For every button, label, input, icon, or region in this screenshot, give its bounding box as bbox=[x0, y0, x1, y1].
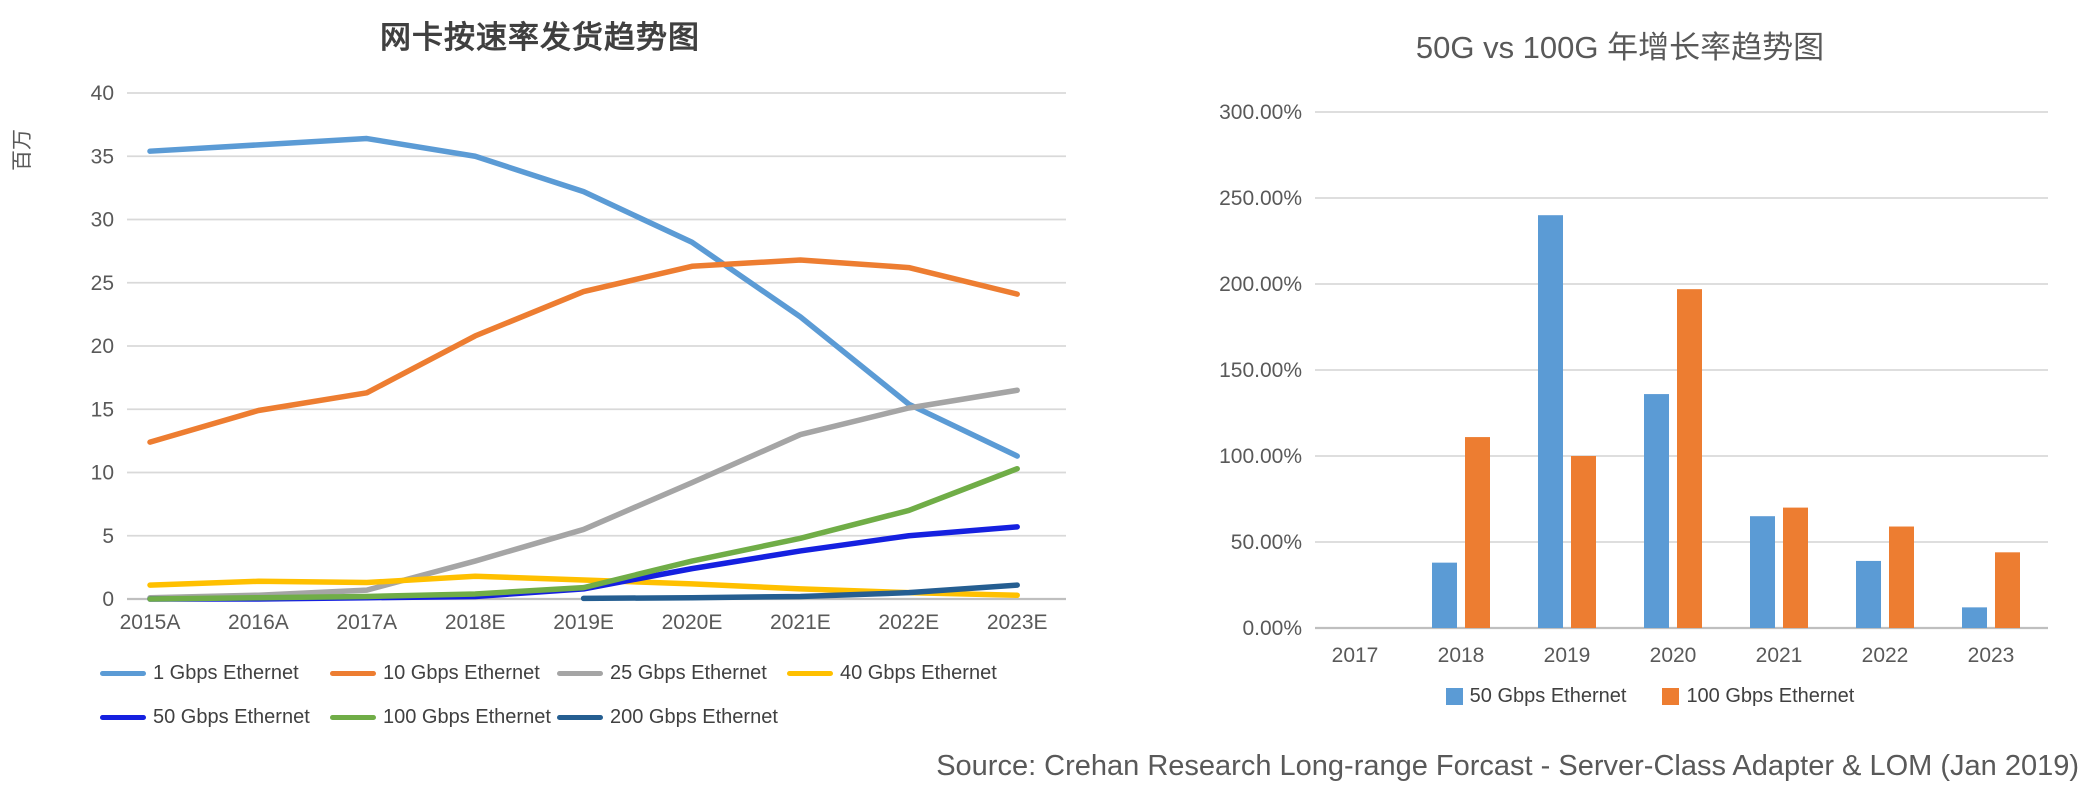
legend-label: 100 Gbps Ethernet bbox=[383, 705, 551, 728]
y-tick-label: 10 bbox=[91, 462, 114, 485]
y-tick-label: 200.00% bbox=[1219, 273, 1302, 296]
legend-label: 40 Gbps Ethernet bbox=[840, 661, 997, 684]
x-tick-label: 2019E bbox=[553, 611, 614, 634]
legend-item: 25 Gbps Ethernet bbox=[557, 661, 767, 685]
x-tick-label: 2018E bbox=[445, 611, 506, 634]
y-tick-label: 300.00% bbox=[1219, 101, 1302, 124]
bar bbox=[1571, 456, 1596, 628]
y-tick-label: 0.00% bbox=[1242, 617, 1302, 640]
x-tick-label: 2016A bbox=[228, 611, 289, 634]
x-tick-label: 2023E bbox=[987, 611, 1048, 634]
bar-chart-title: 50G vs 100G 年增长率趋势图 bbox=[1415, 30, 1825, 65]
y-tick-label: 30 bbox=[91, 209, 114, 232]
legend-item: 40 Gbps Ethernet bbox=[787, 661, 997, 685]
x-tick-label: 2015A bbox=[120, 611, 181, 634]
x-tick-label: 2020 bbox=[1650, 644, 1697, 667]
legend-item: 1 Gbps Ethernet bbox=[100, 661, 299, 685]
y-axis-title-text: 百万 bbox=[11, 129, 34, 171]
bar-chart-legend: 50 Gbps Ethernet 100 Gbps Ethernet bbox=[1280, 684, 2020, 708]
bar bbox=[1750, 516, 1775, 628]
legend-item: 50 Gbps Ethernet bbox=[100, 705, 310, 729]
legend-line-swatch bbox=[557, 670, 603, 676]
series-line bbox=[147, 573, 1020, 598]
y-tick-label: 0 bbox=[102, 588, 114, 611]
series-line bbox=[580, 582, 1020, 602]
y-tick-label: 20 bbox=[91, 335, 114, 358]
series-line bbox=[147, 524, 1020, 602]
legend-line-swatch bbox=[100, 670, 146, 676]
legend-line-swatch bbox=[330, 670, 376, 676]
legend-line-swatch bbox=[787, 670, 833, 676]
bar bbox=[1538, 215, 1563, 628]
legend-line-swatch bbox=[557, 714, 603, 720]
bar bbox=[1432, 562, 1457, 628]
legend-label: 1 Gbps Ethernet bbox=[153, 661, 299, 684]
y-axis-title-millions: 百万 bbox=[4, 98, 38, 202]
bar bbox=[1856, 560, 1881, 628]
line-chart-title: 网卡按速率发货趋势图 bbox=[380, 20, 700, 55]
bar bbox=[1644, 394, 1669, 628]
legend-item: 50 Gbps Ethernet bbox=[1445, 684, 1627, 708]
x-tick-label: 2017 bbox=[1332, 644, 1379, 667]
series-line bbox=[147, 465, 1020, 602]
legend-item: 10 Gbps Ethernet bbox=[330, 661, 540, 685]
bar bbox=[1889, 526, 1914, 628]
x-tick-label: 2017A bbox=[336, 611, 397, 634]
x-tick-label: 2022E bbox=[878, 611, 939, 634]
source-note: Source: Crehan Research Long-range Forca… bbox=[936, 750, 2079, 782]
y-tick-label: 250.00% bbox=[1219, 187, 1302, 210]
legend-square-swatch bbox=[1445, 687, 1463, 705]
x-tick-label: 2023 bbox=[1968, 644, 2015, 667]
series-line bbox=[147, 135, 1020, 459]
legend-item: 200 Gbps Ethernet bbox=[557, 705, 778, 729]
y-tick-label: 15 bbox=[91, 398, 114, 421]
legend-label: 100 Gbps Ethernet bbox=[1686, 684, 1855, 707]
y-tick-label: 35 bbox=[91, 145, 114, 168]
y-tick-label: 150.00% bbox=[1219, 359, 1302, 382]
y-tick-label: 50.00% bbox=[1231, 531, 1302, 554]
series-line bbox=[147, 257, 1020, 445]
legend-item: 100 Gbps Ethernet bbox=[1662, 684, 1854, 708]
x-tick-label: 2021 bbox=[1756, 644, 1803, 667]
y-tick-label: 100.00% bbox=[1219, 445, 1302, 468]
legend-line-swatch bbox=[100, 714, 146, 720]
x-tick-label: 2021E bbox=[770, 611, 831, 634]
bar bbox=[1995, 552, 2020, 628]
legend-label: 200 Gbps Ethernet bbox=[610, 705, 778, 728]
legend-label: 25 Gbps Ethernet bbox=[610, 661, 767, 684]
legend-line-swatch bbox=[330, 714, 376, 720]
legend-label: 50 Gbps Ethernet bbox=[153, 705, 310, 728]
x-tick-label: 2022 bbox=[1862, 644, 1909, 667]
legend-label: 50 Gbps Ethernet bbox=[1469, 684, 1627, 707]
legend-item: 100 Gbps Ethernet bbox=[330, 705, 551, 729]
x-tick-label: 2018 bbox=[1438, 644, 1485, 667]
series-line bbox=[147, 387, 1020, 601]
bar bbox=[1962, 607, 1987, 628]
legend-square-swatch bbox=[1662, 687, 1680, 705]
y-tick-label: 25 bbox=[91, 272, 114, 295]
bar bbox=[1465, 437, 1490, 628]
y-tick-label: 40 bbox=[91, 82, 114, 105]
bar bbox=[1677, 289, 1702, 628]
bar bbox=[1783, 507, 1808, 628]
y-tick-label: 5 bbox=[102, 525, 114, 548]
x-tick-label: 2020E bbox=[662, 611, 723, 634]
x-tick-label: 2019 bbox=[1544, 644, 1591, 667]
legend-label: 10 Gbps Ethernet bbox=[383, 661, 540, 684]
